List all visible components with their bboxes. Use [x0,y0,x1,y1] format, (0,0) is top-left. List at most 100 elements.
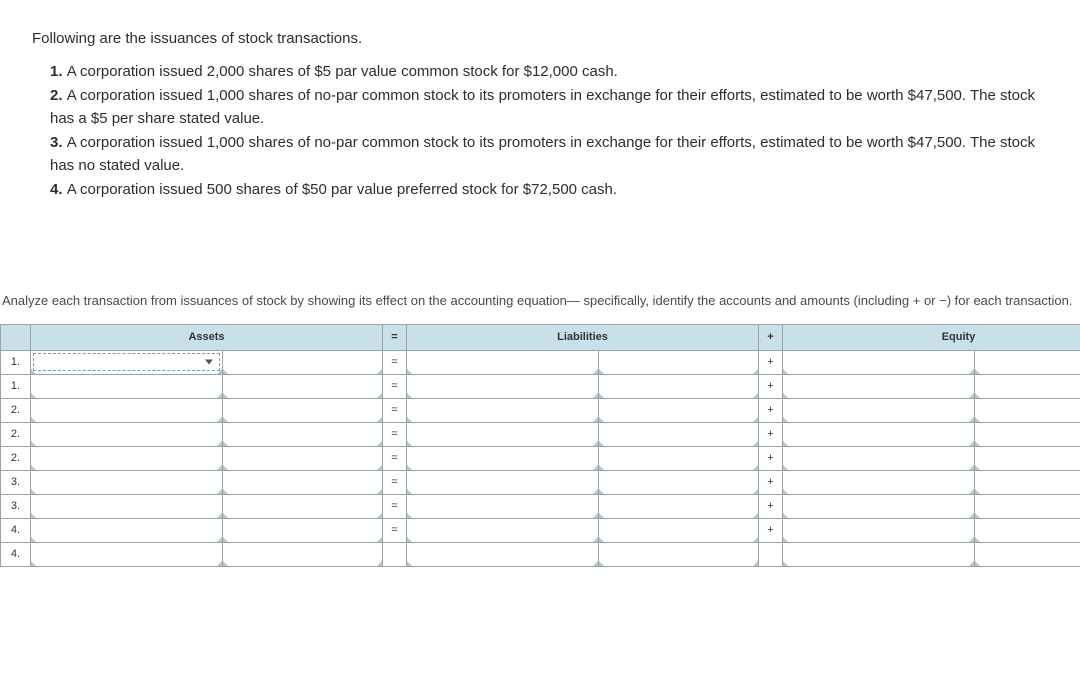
header-blank [1,324,31,350]
liabilities-account-dropdown[interactable] [407,494,599,518]
equity-account-dropdown[interactable] [783,350,975,374]
plus-sign: + [759,398,783,422]
liabilities-account-dropdown[interactable] [407,542,599,566]
plus-sign: + [759,518,783,542]
liabilities-account-dropdown[interactable] [407,398,599,422]
list-item: A corporation issued 500 shares of $50 p… [67,181,617,198]
row-number: 2. [1,422,31,446]
assets-account-dropdown[interactable] [31,518,223,542]
transaction-list: 1. A corporation issued 2,000 shares of … [32,61,1052,202]
equity-account-dropdown[interactable] [783,470,975,494]
assets-amount-input[interactable] [223,542,383,566]
equals-sign: = [383,350,407,374]
liabilities-amount-input[interactable] [599,422,759,446]
equity-account-dropdown[interactable] [783,422,975,446]
liabilities-account-dropdown[interactable] [407,350,599,374]
header-liabilities: Liabilities [407,324,759,350]
equals-sign: = [383,374,407,398]
equity-amount-input[interactable] [975,350,1080,374]
row-number: 4. [1,542,31,566]
list-item: A corporation issued 1,000 shares of no-… [50,134,1035,174]
equity-account-dropdown[interactable] [783,374,975,398]
assets-amount-input[interactable] [223,374,383,398]
equity-amount-input[interactable] [975,518,1080,542]
row-number: 2. [1,398,31,422]
equity-account-dropdown[interactable] [783,518,975,542]
equity-account-dropdown[interactable] [783,398,975,422]
plus-sign: + [759,374,783,398]
equity-amount-input[interactable] [975,470,1080,494]
list-number-1: 1. [50,63,67,80]
liabilities-amount-input[interactable] [599,470,759,494]
plus-sign: + [759,350,783,374]
liabilities-amount-input[interactable] [599,350,759,374]
list-number-2: 2. [50,87,67,104]
list-item: A corporation issued 2,000 shares of $5 … [67,63,618,80]
equity-amount-input[interactable] [975,542,1080,566]
assets-amount-input[interactable] [223,494,383,518]
assets-account-dropdown[interactable] [31,494,223,518]
equity-account-dropdown[interactable] [783,542,975,566]
assets-amount-input[interactable] [223,470,383,494]
liabilities-account-dropdown[interactable] [407,422,599,446]
liabilities-account-dropdown[interactable] [407,446,599,470]
equals-sign: = [383,422,407,446]
assets-account-dropdown[interactable] [31,470,223,494]
assets-account-dropdown[interactable] [31,374,223,398]
assets-account-dropdown[interactable] [31,542,223,566]
assets-amount-input[interactable] [223,422,383,446]
header-equals: = [383,324,407,350]
equals-sign [383,542,407,566]
equity-account-dropdown[interactable] [783,446,975,470]
liabilities-account-dropdown[interactable] [407,518,599,542]
liabilities-amount-input[interactable] [599,374,759,398]
row-number: 1. [1,350,31,374]
plus-sign: + [759,422,783,446]
plus-sign: + [759,446,783,470]
row-number: 1. [1,374,31,398]
liabilities-account-dropdown[interactable] [407,470,599,494]
equals-sign: = [383,494,407,518]
liabilities-amount-input[interactable] [599,542,759,566]
row-number: 3. [1,494,31,518]
assets-account-dropdown[interactable] [31,422,223,446]
header-equity: Equity [783,324,1080,350]
assets-amount-input[interactable] [223,446,383,470]
list-number-4: 4. [50,181,67,198]
assets-amount-input[interactable] [223,350,383,374]
equals-sign: = [383,398,407,422]
liabilities-amount-input[interactable] [599,446,759,470]
equity-amount-input[interactable] [975,374,1080,398]
assets-account-dropdown[interactable] [31,446,223,470]
accounting-equation-table: Assets = Liabilities + Equity 1. = +1. = +2.… [0,324,1080,567]
equity-account-dropdown[interactable] [783,494,975,518]
instructions-text: Analyze each transaction from issuances … [0,292,1080,310]
intro-title: Following are the issuances of stock tra… [32,28,1052,51]
equity-amount-input[interactable] [975,494,1080,518]
header-plus: + [759,324,783,350]
equals-sign: = [383,470,407,494]
row-number: 2. [1,446,31,470]
liabilities-amount-input[interactable] [599,518,759,542]
liabilities-account-dropdown[interactable] [407,374,599,398]
plus-sign: + [759,494,783,518]
plus-sign: + [759,470,783,494]
assets-account-dropdown[interactable] [31,398,223,422]
assets-amount-input[interactable] [223,398,383,422]
list-item: A corporation issued 1,000 shares of no-… [50,87,1035,127]
chevron-down-icon [205,360,213,365]
plus-sign [759,542,783,566]
row-number: 3. [1,470,31,494]
list-number-3: 3. [50,134,67,151]
equity-amount-input[interactable] [975,446,1080,470]
row-number: 4. [1,518,31,542]
equity-amount-input[interactable] [975,398,1080,422]
header-assets: Assets [31,324,383,350]
assets-amount-input[interactable] [223,518,383,542]
equity-amount-input[interactable] [975,422,1080,446]
equals-sign: = [383,446,407,470]
liabilities-amount-input[interactable] [599,398,759,422]
equals-sign: = [383,518,407,542]
liabilities-amount-input[interactable] [599,494,759,518]
assets-account-dropdown[interactable] [31,350,223,374]
